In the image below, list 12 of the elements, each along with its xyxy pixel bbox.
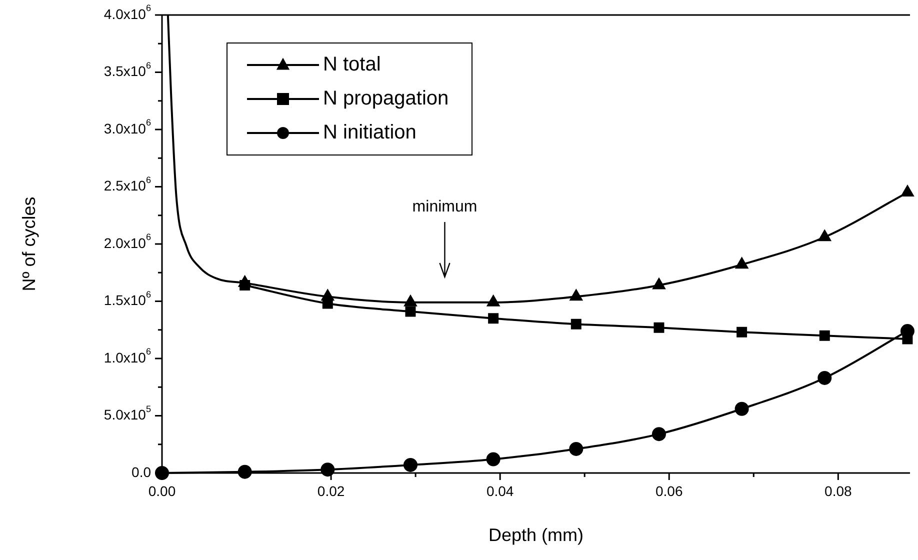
legend-label: N total	[323, 54, 381, 76]
x-axis-title: Depth (mm)	[488, 524, 584, 545]
x-tick-label: 0.00	[148, 482, 176, 499]
legend-label: N initiation	[323, 122, 416, 144]
x-tick-label: 0.08	[824, 482, 852, 499]
x-tick-label: 0.04	[486, 482, 514, 499]
legend-label: N propagation	[323, 88, 449, 110]
x-tick-label: 0.06	[655, 482, 683, 499]
annotation: minimum	[412, 198, 478, 216]
x-tick-label: 0.02	[317, 482, 345, 499]
y-tick-label: 0.0	[132, 464, 152, 480]
y-axis-title: Nº of cycles	[18, 196, 39, 292]
